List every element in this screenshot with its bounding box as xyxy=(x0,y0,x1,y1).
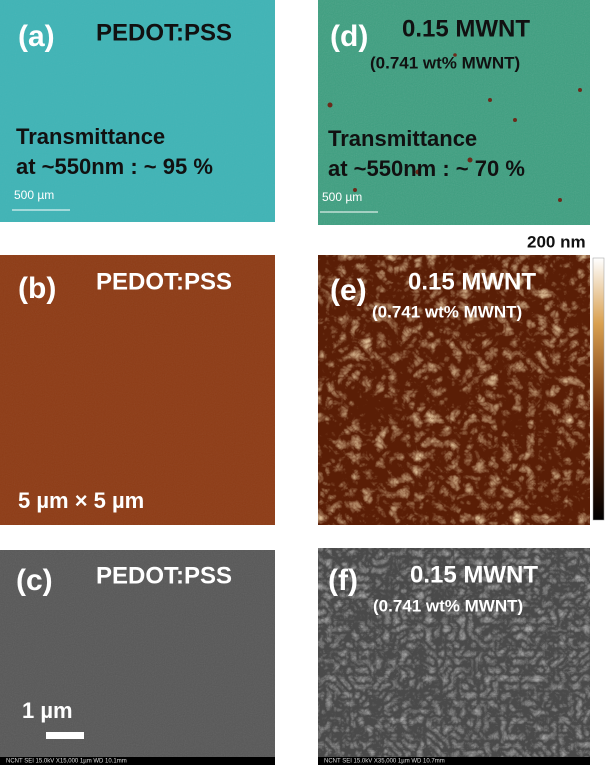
panel-note: 5 µm × 5 µm xyxy=(18,488,144,513)
panel-b: (b) PEDOT:PSS 5 µm × 5 µm xyxy=(0,255,275,525)
panel-note: at ~550nm : ~ 70 % xyxy=(328,156,525,181)
panel-title: PEDOT:PSS xyxy=(96,19,232,46)
panel-label: (c) xyxy=(16,564,53,597)
panel-note: Transmittance xyxy=(16,124,165,149)
panel-note: at ~550nm : ~ 95 % xyxy=(16,154,213,179)
figure: (a) PEDOT:PSS Transmittance at ~550nm : … xyxy=(0,0,607,765)
color-bar xyxy=(593,258,604,520)
panel-e: (e) 0.15 MWNT (0.741 wt% MWNT) 200 nm xyxy=(318,232,604,525)
panel-label: (d) xyxy=(330,20,368,53)
scale-bar xyxy=(46,732,84,739)
panel-title: 0.15 MWNT xyxy=(410,561,538,588)
scale-bar-label: 500 µm xyxy=(322,190,362,204)
panel-title: 0.15 MWNT xyxy=(402,15,530,42)
color-bar-label: 200 nm xyxy=(527,232,586,251)
scale-bar-label: 500 µm xyxy=(14,188,54,202)
panel-title: PEDOT:PSS xyxy=(96,562,232,589)
panel-label: (f) xyxy=(328,564,358,597)
panel-subtitle: (0.741 wt% MWNT) xyxy=(372,302,522,321)
scale-bar-label: 1 µm xyxy=(22,698,73,723)
panel-f: (f) 0.15 MWNT (0.741 wt% MWNT) NCNT SEI … xyxy=(318,548,590,765)
panel-d: (d) 0.15 MWNT (0.741 wt% MWNT) Transmitt… xyxy=(318,0,590,225)
panel-label: (e) xyxy=(330,274,367,307)
panel-subtitle: (0.741 wt% MWNT) xyxy=(373,596,523,615)
sem-footer-text: NCNT SEI 15.0kV X35,000 1µm WD 10.7mm xyxy=(324,759,445,765)
panel-label: (a) xyxy=(18,20,55,53)
panel-title: PEDOT:PSS xyxy=(96,268,232,295)
panel-subtitle: (0.741 wt% MWNT) xyxy=(370,53,520,72)
panel-note: Transmittance xyxy=(328,126,477,151)
panel-c: (c) PEDOT:PSS 1 µm NCNT SEI 15.0kV X15,0… xyxy=(0,550,275,765)
panel-a: (a) PEDOT:PSS Transmittance at ~550nm : … xyxy=(0,0,275,222)
panel-title: 0.15 MWNT xyxy=(408,268,536,295)
panel-label: (b) xyxy=(18,272,56,305)
sem-footer-text: NCNT SEI 15.0kV X15,000 1µm WD 10.1mm xyxy=(6,759,127,765)
page: (a) PEDOT:PSS Transmittance at ~550nm : … xyxy=(0,0,607,765)
